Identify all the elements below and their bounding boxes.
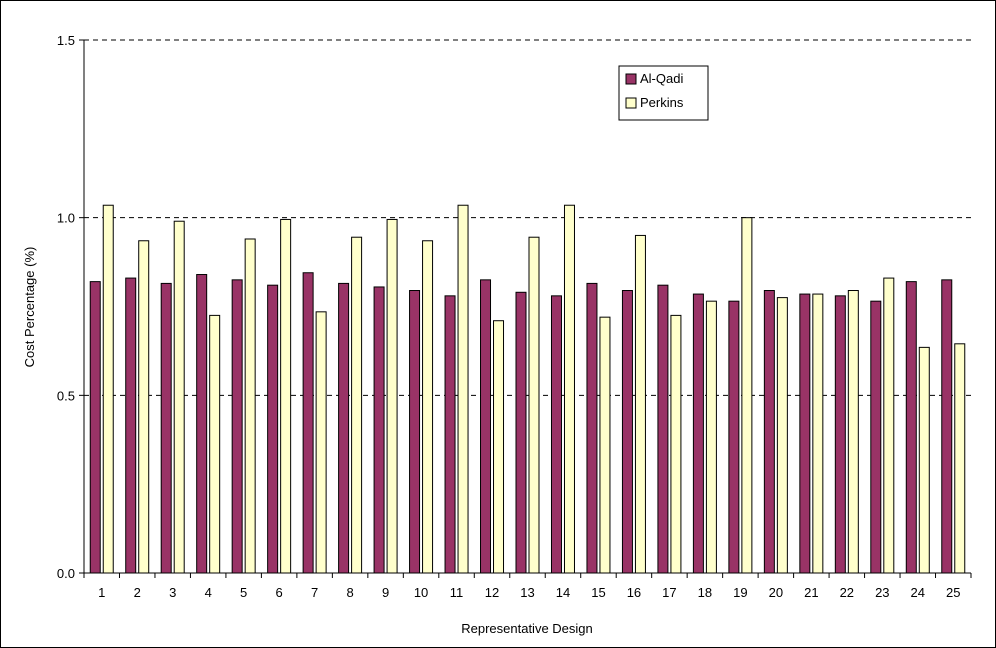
bar-al-qadi <box>302 272 314 574</box>
x-tick-label: 16 <box>627 585 641 600</box>
x-tick-label: 22 <box>840 585 854 600</box>
bar-al-qadi <box>621 290 633 574</box>
bar-perkins <box>280 218 292 574</box>
bar-perkins <box>634 234 646 574</box>
bar-perkins <box>386 218 398 574</box>
x-tick-label: 9 <box>382 585 389 600</box>
x-tick-label: 19 <box>733 585 747 600</box>
axes <box>83 40 971 574</box>
bar-perkins <box>102 204 114 574</box>
legend: Al-Qadi Perkins <box>618 65 709 121</box>
y-tick-label: 0.5 <box>57 388 75 403</box>
x-tick-label: 10 <box>414 585 428 600</box>
bar-perkins <box>883 277 895 574</box>
bar-al-qadi <box>870 300 882 574</box>
y-tick-label: 0.0 <box>57 566 75 581</box>
bar-perkins <box>670 314 682 574</box>
legend-swatch-al-qadi <box>625 73 637 85</box>
y-tick-label: 1.5 <box>57 33 75 48</box>
x-tick-label: 17 <box>662 585 676 600</box>
bar-al-qadi <box>125 277 137 574</box>
x-tick-label: 14 <box>556 585 570 600</box>
bar-al-qadi <box>444 295 456 574</box>
bar-perkins <box>493 320 505 574</box>
x-tick-label: 12 <box>485 585 499 600</box>
y-ticks: 0.0 0.5 1.0 1.5 <box>57 33 84 581</box>
bar-al-qadi <box>267 284 279 574</box>
bar-perkins <box>563 204 575 574</box>
bar-perkins <box>918 346 930 574</box>
x-tick-label: 2 <box>134 585 141 600</box>
bar-perkins <box>457 204 469 574</box>
x-tick-label: 7 <box>311 585 318 600</box>
bar-perkins <box>315 311 327 574</box>
x-tick-label: 11 <box>450 585 464 600</box>
bar-perkins <box>599 316 611 574</box>
bar-al-qadi <box>373 286 385 574</box>
x-axis-label: Representative Design <box>461 621 593 636</box>
bar-al-qadi <box>480 279 492 574</box>
x-tick-label: 6 <box>276 585 283 600</box>
bar-al-qadi <box>763 290 775 574</box>
bar-al-qadi <box>941 279 953 574</box>
bar-al-qadi <box>657 284 669 574</box>
y-tick-label: 1.0 <box>57 211 75 226</box>
bar-al-qadi <box>550 295 562 574</box>
bars <box>89 204 966 574</box>
y-axis-label: Cost Percentage (%) <box>22 247 37 368</box>
legend-label-al-qadi: Al-Qadi <box>640 71 683 86</box>
bar-al-qadi <box>196 274 208 574</box>
bar-perkins <box>528 236 540 574</box>
x-tick-label: 25 <box>946 585 960 600</box>
bar-al-qadi <box>799 293 811 574</box>
bar-perkins <box>209 314 221 574</box>
legend-swatch-perkins <box>625 97 637 109</box>
legend-label-perkins: Perkins <box>640 95 684 110</box>
bar-perkins <box>244 238 256 574</box>
x-tick-label: 5 <box>240 585 247 600</box>
bar-al-qadi <box>834 295 846 574</box>
x-tick-label: 18 <box>698 585 712 600</box>
bar-al-qadi <box>586 282 598 574</box>
bar-al-qadi <box>515 291 527 574</box>
bar-al-qadi <box>692 293 704 574</box>
bar-al-qadi <box>409 290 421 574</box>
bar-al-qadi <box>338 282 350 574</box>
bar-al-qadi <box>728 300 740 574</box>
x-tick-label: 24 <box>911 585 925 600</box>
bar-al-qadi <box>231 279 243 574</box>
x-tick-label: 13 <box>520 585 534 600</box>
bar-al-qadi <box>160 282 172 574</box>
x-tick-label: 20 <box>769 585 783 600</box>
bar-perkins <box>847 290 859 574</box>
x-tick-label: 4 <box>205 585 212 600</box>
bar-perkins <box>138 240 150 574</box>
x-ticks: 1 2 3 4 5 6 7 8 9 10 11 12 13 14 15 16 17 18 19 20 21 22 23 24 2… <box>83 573 972 600</box>
x-tick-label: 21 <box>804 585 818 600</box>
bar-perkins <box>954 343 966 574</box>
x-tick-label: 8 <box>346 585 353 600</box>
x-tick-label: 15 <box>591 585 605 600</box>
bar-perkins <box>422 240 434 574</box>
bar-perkins <box>776 297 788 574</box>
bar-al-qadi <box>905 281 917 574</box>
bar-perkins <box>173 220 185 574</box>
x-tick-label: 23 <box>875 585 889 600</box>
bar-perkins <box>351 236 363 574</box>
x-tick-label: 1 <box>98 585 105 600</box>
bar-perkins <box>741 217 753 574</box>
x-tick-label: 3 <box>169 585 176 600</box>
bar-perkins <box>705 300 717 574</box>
bar-perkins <box>812 293 824 574</box>
bar-al-qadi <box>89 281 101 574</box>
